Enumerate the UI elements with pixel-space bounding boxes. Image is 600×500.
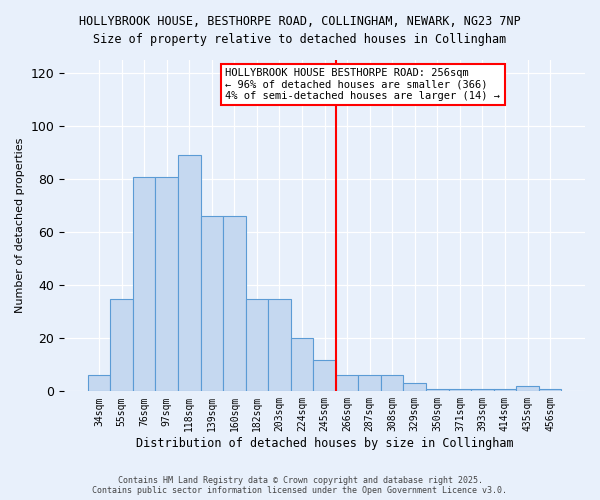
- Text: HOLLYBROOK HOUSE, BESTHORPE ROAD, COLLINGHAM, NEWARK, NG23 7NP: HOLLYBROOK HOUSE, BESTHORPE ROAD, COLLIN…: [79, 15, 521, 28]
- Bar: [358, 376, 381, 392]
- Bar: [381, 376, 403, 392]
- X-axis label: Distribution of detached houses by size in Collingham: Distribution of detached houses by size …: [136, 437, 514, 450]
- Bar: [449, 388, 471, 392]
- Bar: [291, 338, 313, 392]
- Bar: [313, 360, 336, 392]
- Bar: [268, 298, 291, 392]
- Bar: [494, 388, 516, 392]
- Text: HOLLYBROOK HOUSE BESTHORPE ROAD: 256sqm
← 96% of detached houses are smaller (36: HOLLYBROOK HOUSE BESTHORPE ROAD: 256sqm …: [226, 68, 500, 101]
- Bar: [403, 384, 426, 392]
- Bar: [155, 176, 178, 392]
- Bar: [133, 176, 155, 392]
- Bar: [336, 376, 358, 392]
- Text: Contains HM Land Registry data © Crown copyright and database right 2025.
Contai: Contains HM Land Registry data © Crown c…: [92, 476, 508, 495]
- Bar: [516, 386, 539, 392]
- Bar: [88, 376, 110, 392]
- Bar: [539, 388, 562, 392]
- Y-axis label: Number of detached properties: Number of detached properties: [15, 138, 25, 314]
- Bar: [200, 216, 223, 392]
- Bar: [426, 388, 449, 392]
- Bar: [245, 298, 268, 392]
- Text: Size of property relative to detached houses in Collingham: Size of property relative to detached ho…: [94, 32, 506, 46]
- Bar: [471, 388, 494, 392]
- Bar: [110, 298, 133, 392]
- Bar: [223, 216, 245, 392]
- Bar: [178, 156, 200, 392]
